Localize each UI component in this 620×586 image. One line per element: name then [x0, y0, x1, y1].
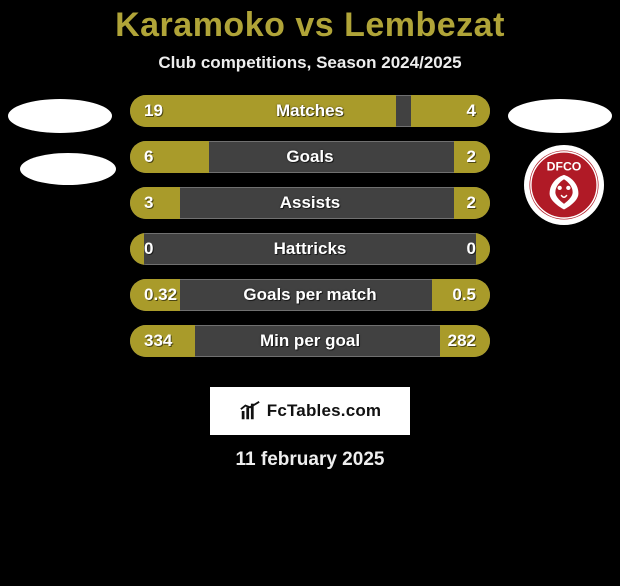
page-title: Karamoko vs Lembezat	[0, 6, 620, 45]
stat-bar-left	[130, 141, 209, 173]
stat-bar-left	[130, 233, 144, 265]
stat-row: Matches194	[130, 95, 490, 127]
stat-bar-right	[432, 279, 490, 311]
stat-bar-left	[130, 325, 195, 357]
stat-row: Hattricks0 0	[130, 233, 490, 265]
chart-icon	[239, 400, 261, 422]
player-right-club-badge: DFCO	[524, 145, 604, 225]
stat-row: Goals62	[130, 141, 490, 173]
page-subtitle: Club competitions, Season 2024/2025	[0, 53, 620, 73]
player-left-avatar-shadow	[20, 153, 116, 185]
stat-bar-left	[130, 279, 180, 311]
stat-row: Goals per match0.320.5	[130, 279, 490, 311]
stat-bar-right	[454, 141, 490, 173]
stat-row: Min per goal334282	[130, 325, 490, 357]
footer-date: 11 february 2025	[0, 449, 620, 471]
stat-rows: Matches194 Goals62 Assists32 Hattricks0 0 Goa…	[130, 95, 490, 371]
stat-label: Assists	[130, 187, 490, 219]
stat-bar-right	[476, 233, 490, 265]
stat-bar-right	[411, 95, 490, 127]
stat-bar-left	[130, 95, 396, 127]
stat-bar-left	[130, 187, 180, 219]
stat-row: Assists32	[130, 187, 490, 219]
svg-text:DFCO: DFCO	[547, 160, 582, 174]
club-crest-icon: DFCO	[528, 149, 600, 221]
stat-value-right: 0	[467, 233, 476, 265]
brand-badge[interactable]: FcTables.com	[210, 387, 410, 435]
player-right-avatar	[508, 99, 612, 133]
stat-value-left: 0	[144, 233, 153, 265]
comparison-chart: DFCO Matches194Goals62Assists32Hattricks…	[0, 107, 620, 367]
stat-bar-right	[454, 187, 490, 219]
brand-text: FcTables.com	[267, 401, 382, 421]
player-left-avatar	[8, 99, 112, 133]
stat-label: Hattricks	[130, 233, 490, 265]
stat-bar-right	[440, 325, 490, 357]
